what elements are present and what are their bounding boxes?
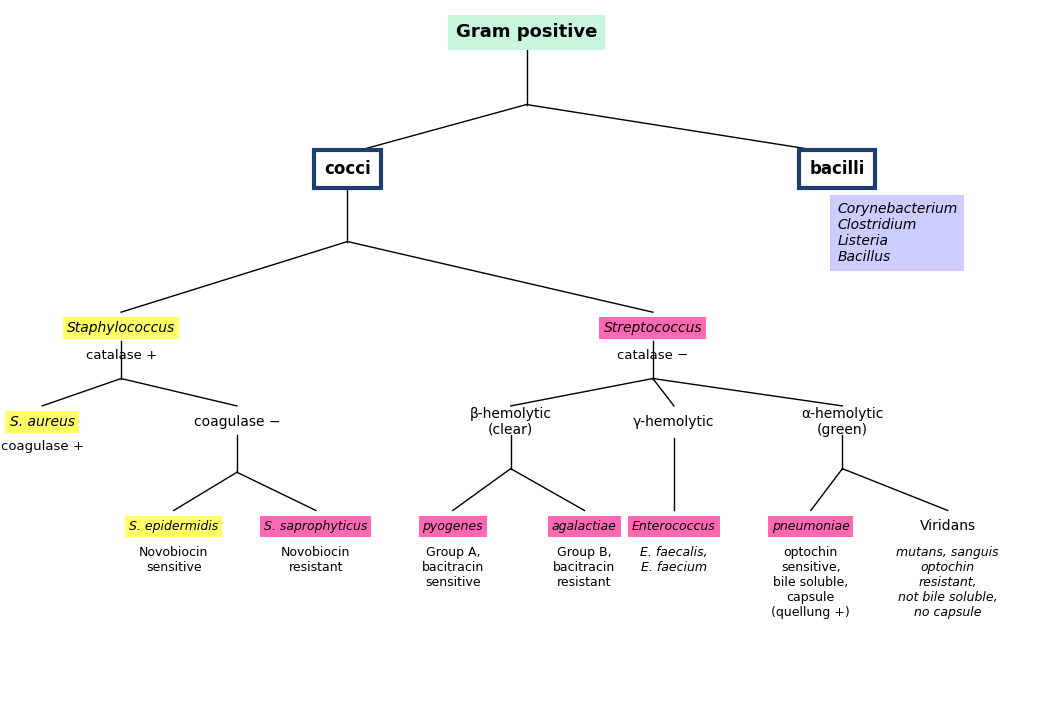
- Text: Corynebacterium
Clostridium
Listeria
Bacillus: Corynebacterium Clostridium Listeria Bac…: [837, 202, 957, 265]
- Text: S. epidermidis: S. epidermidis: [130, 520, 218, 533]
- Text: cocci: cocci: [324, 161, 371, 178]
- Text: Novobiocin
resistant: Novobiocin resistant: [281, 546, 351, 574]
- Text: β-hemolytic
(clear): β-hemolytic (clear): [470, 407, 552, 437]
- Text: Novobiocin
sensitive: Novobiocin sensitive: [139, 546, 208, 574]
- Text: coagulase +: coagulase +: [1, 440, 83, 453]
- Text: Streptococcus: Streptococcus: [603, 321, 702, 335]
- Text: E. faecalis,
E. faecium: E. faecalis, E. faecium: [640, 546, 708, 574]
- Text: pyogenes: pyogenes: [422, 520, 483, 533]
- Text: γ-hemolytic: γ-hemolytic: [633, 415, 715, 429]
- Text: mutans, sanguis
optochin
resistant,
not bile soluble,
no capsule: mutans, sanguis optochin resistant, not …: [896, 546, 999, 619]
- Text: agalactiae: agalactiae: [552, 520, 617, 533]
- Text: coagulase −: coagulase −: [194, 415, 280, 429]
- Text: catalase +: catalase +: [85, 349, 157, 362]
- Text: Staphylococcus: Staphylococcus: [67, 321, 175, 335]
- Text: Group A,
bacitracin
sensitive: Group A, bacitracin sensitive: [421, 546, 484, 589]
- Text: α-hemolytic
(green): α-hemolytic (green): [801, 407, 883, 437]
- Text: pneumoniae: pneumoniae: [772, 520, 850, 533]
- Text: catalase −: catalase −: [617, 349, 689, 362]
- Text: Gram positive: Gram positive: [456, 24, 597, 41]
- Text: S. aureus: S. aureus: [9, 415, 75, 429]
- Text: Viridans: Viridans: [919, 519, 976, 534]
- Text: optochin
sensitive,
bile soluble,
capsule
(quellung +): optochin sensitive, bile soluble, capsul…: [772, 546, 850, 619]
- Text: Group B,
bacitracin
resistant: Group B, bacitracin resistant: [553, 546, 616, 589]
- Text: S. saprophyticus: S. saprophyticus: [264, 520, 367, 533]
- Text: bacilli: bacilli: [810, 161, 865, 178]
- Text: Enterococcus: Enterococcus: [632, 520, 716, 533]
